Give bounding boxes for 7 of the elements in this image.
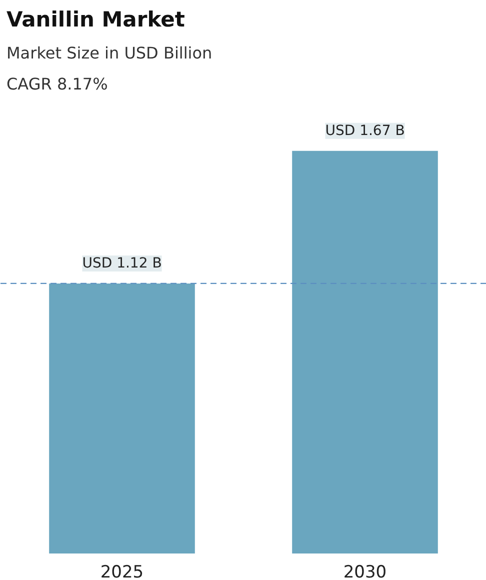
- x-tick-label: 2030: [343, 562, 387, 580]
- chart-title: Vanillin Market: [6, 8, 185, 32]
- data-label: USD 1.67 B: [325, 122, 405, 139]
- x-tick-label: 2025: [100, 562, 144, 580]
- data-label: USD 1.12 B: [82, 255, 162, 272]
- text: CAGR 8.17%: [6, 74, 108, 94]
- chart-subtitle: Market Size in USD Billion: [6, 44, 212, 62]
